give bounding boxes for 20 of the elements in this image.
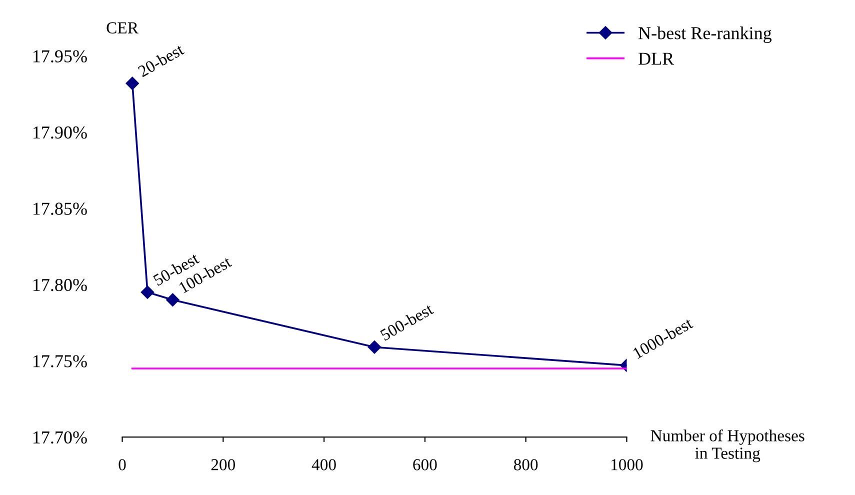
legend-label: N-best Re-ranking (638, 26, 772, 43)
x-tick-label: 400 (312, 459, 336, 470)
x-tick-label: 0 (118, 459, 126, 470)
y-tick-label: 17.75% (33, 355, 87, 368)
x-tick-label: 600 (413, 459, 437, 470)
y-tick-label: 17.95% (33, 50, 87, 62)
legend-label: DLR (638, 52, 674, 65)
y-tick-label: 17.80% (33, 278, 87, 292)
x-tick-label: 200 (211, 459, 236, 470)
point (140, 286, 154, 299)
y-tick-label: 17.85% (33, 202, 87, 215)
x-axis-title: Number of Hypotheses in Testing (650, 429, 804, 462)
point (368, 340, 382, 354)
point (126, 76, 139, 90)
x-tick-label: 800 (514, 459, 538, 470)
y-axis-title: CER (106, 22, 138, 34)
point (166, 293, 180, 306)
x-tick-label: 1000 (612, 459, 643, 470)
y-tick-label: 17.90% (33, 126, 87, 139)
y-tick-label: 17.70% (33, 431, 87, 444)
